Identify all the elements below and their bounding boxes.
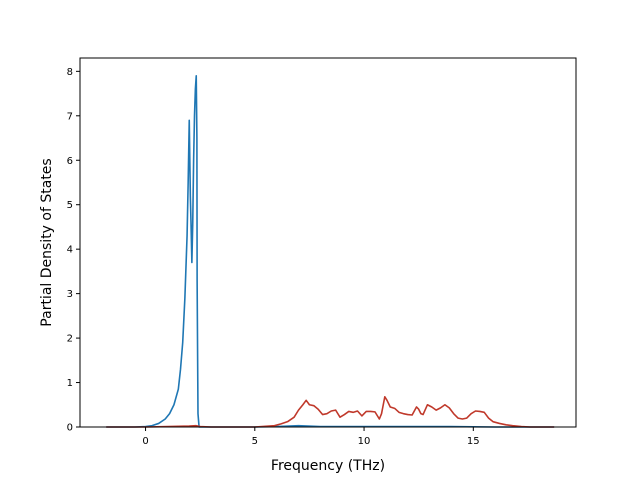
y-tick-label: 3 bbox=[67, 289, 73, 300]
x-axis: 0 5 10 15 bbox=[142, 427, 480, 447]
y-tick-label: 5 bbox=[67, 200, 73, 211]
series-layer bbox=[106, 74, 555, 428]
y-tick-label: 7 bbox=[67, 111, 73, 122]
y-tick-label: 4 bbox=[67, 245, 73, 256]
y-tick-label: 2 bbox=[67, 334, 73, 345]
series-line-2 bbox=[106, 395, 555, 428]
y-tick-label: 6 bbox=[67, 156, 73, 167]
y-axis: 0 1 2 3 4 5 6 7 8 bbox=[67, 67, 80, 434]
y-axis-label: Partial Density of States bbox=[39, 158, 55, 326]
series-line-1 bbox=[106, 74, 555, 428]
x-tick-label: 5 bbox=[252, 436, 258, 447]
plot-frame bbox=[79, 57, 577, 428]
y-tick-label: 8 bbox=[67, 67, 73, 78]
x-tick-label: 0 bbox=[142, 436, 148, 447]
y-tick-label: 1 bbox=[67, 378, 73, 389]
x-tick-label: 15 bbox=[467, 436, 480, 447]
x-tick-label: 10 bbox=[358, 436, 371, 447]
x-axis-label: Frequency (THz) bbox=[271, 458, 385, 474]
y-tick-label: 0 bbox=[67, 423, 73, 434]
